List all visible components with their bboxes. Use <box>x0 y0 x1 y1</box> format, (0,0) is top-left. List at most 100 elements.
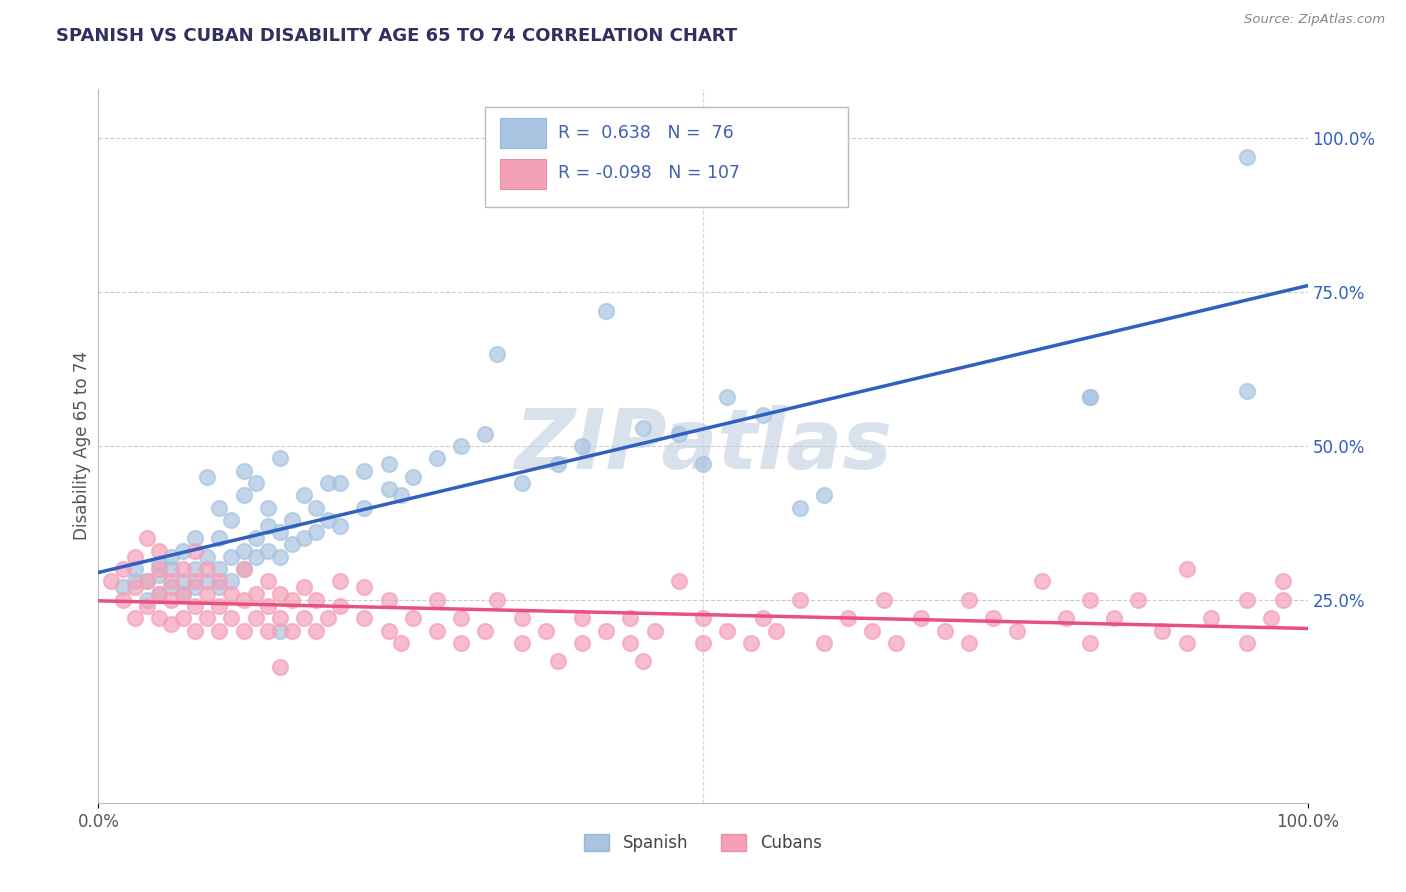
Point <box>281 513 304 527</box>
Point <box>1272 592 1295 607</box>
Point <box>571 611 593 625</box>
Point <box>329 599 352 613</box>
Point <box>245 587 267 601</box>
Point <box>957 636 980 650</box>
Point <box>1236 636 1258 650</box>
Point <box>195 562 218 576</box>
Point <box>547 458 569 472</box>
Point <box>232 562 254 576</box>
Point <box>1260 611 1282 625</box>
Point <box>534 624 557 638</box>
Point <box>124 549 146 564</box>
Point <box>221 611 243 625</box>
Point <box>837 611 859 625</box>
Point <box>124 562 146 576</box>
Point <box>426 451 449 466</box>
Point <box>716 624 738 638</box>
Text: R =  0.638   N =  76: R = 0.638 N = 76 <box>558 124 734 142</box>
Point <box>981 611 1004 625</box>
Point <box>208 624 231 638</box>
Point <box>353 464 375 478</box>
Point <box>619 611 641 625</box>
Point <box>353 611 375 625</box>
Point <box>111 592 134 607</box>
Point <box>873 592 896 607</box>
Point <box>316 611 339 625</box>
Point <box>377 592 399 607</box>
Point <box>195 587 218 601</box>
Point <box>232 464 254 478</box>
Point <box>160 574 183 589</box>
Point <box>1078 636 1101 650</box>
Point <box>957 592 980 607</box>
Point <box>160 592 183 607</box>
FancyBboxPatch shape <box>501 159 546 189</box>
Point <box>486 592 509 607</box>
Point <box>269 660 291 674</box>
Point <box>450 611 472 625</box>
Point <box>124 581 146 595</box>
Point <box>195 574 218 589</box>
Point <box>184 574 207 589</box>
Point <box>221 574 243 589</box>
Point <box>292 581 315 595</box>
Point <box>232 562 254 576</box>
Point <box>100 574 122 589</box>
Point <box>389 488 412 502</box>
Point <box>353 581 375 595</box>
Point <box>402 469 425 483</box>
Point <box>668 426 690 441</box>
Point <box>377 482 399 496</box>
Point <box>172 611 194 625</box>
Point <box>571 439 593 453</box>
Point <box>644 624 666 638</box>
Point <box>124 611 146 625</box>
Point <box>148 543 170 558</box>
Point <box>245 475 267 490</box>
Point <box>160 549 183 564</box>
Point <box>1199 611 1222 625</box>
Point <box>789 592 811 607</box>
Point <box>160 617 183 632</box>
FancyBboxPatch shape <box>501 119 546 148</box>
Point <box>426 592 449 607</box>
Point <box>813 488 835 502</box>
Text: Source: ZipAtlas.com: Source: ZipAtlas.com <box>1244 13 1385 27</box>
Point <box>269 611 291 625</box>
Point <box>148 556 170 570</box>
Point <box>208 531 231 545</box>
Point <box>208 581 231 595</box>
Point <box>148 587 170 601</box>
Point <box>305 525 328 540</box>
Point <box>450 439 472 453</box>
Point <box>221 513 243 527</box>
Point <box>195 611 218 625</box>
Point <box>208 500 231 515</box>
Point <box>195 549 218 564</box>
Text: R = -0.098   N = 107: R = -0.098 N = 107 <box>558 164 740 182</box>
Point <box>377 458 399 472</box>
Point <box>595 303 617 318</box>
Point <box>329 475 352 490</box>
Point <box>111 581 134 595</box>
Point <box>886 636 908 650</box>
Point <box>256 599 278 613</box>
Point <box>245 611 267 625</box>
Point <box>692 611 714 625</box>
Point <box>1272 574 1295 589</box>
Point <box>184 599 207 613</box>
Legend: Spanish, Cubans: Spanish, Cubans <box>578 827 828 859</box>
Point <box>269 624 291 638</box>
Point <box>221 549 243 564</box>
Point <box>148 587 170 601</box>
Point <box>256 543 278 558</box>
Point <box>124 574 146 589</box>
Point <box>172 543 194 558</box>
Point <box>195 469 218 483</box>
Point <box>292 611 315 625</box>
Point <box>184 543 207 558</box>
Point <box>208 599 231 613</box>
Point <box>305 500 328 515</box>
Point <box>668 574 690 589</box>
Point <box>1236 150 1258 164</box>
